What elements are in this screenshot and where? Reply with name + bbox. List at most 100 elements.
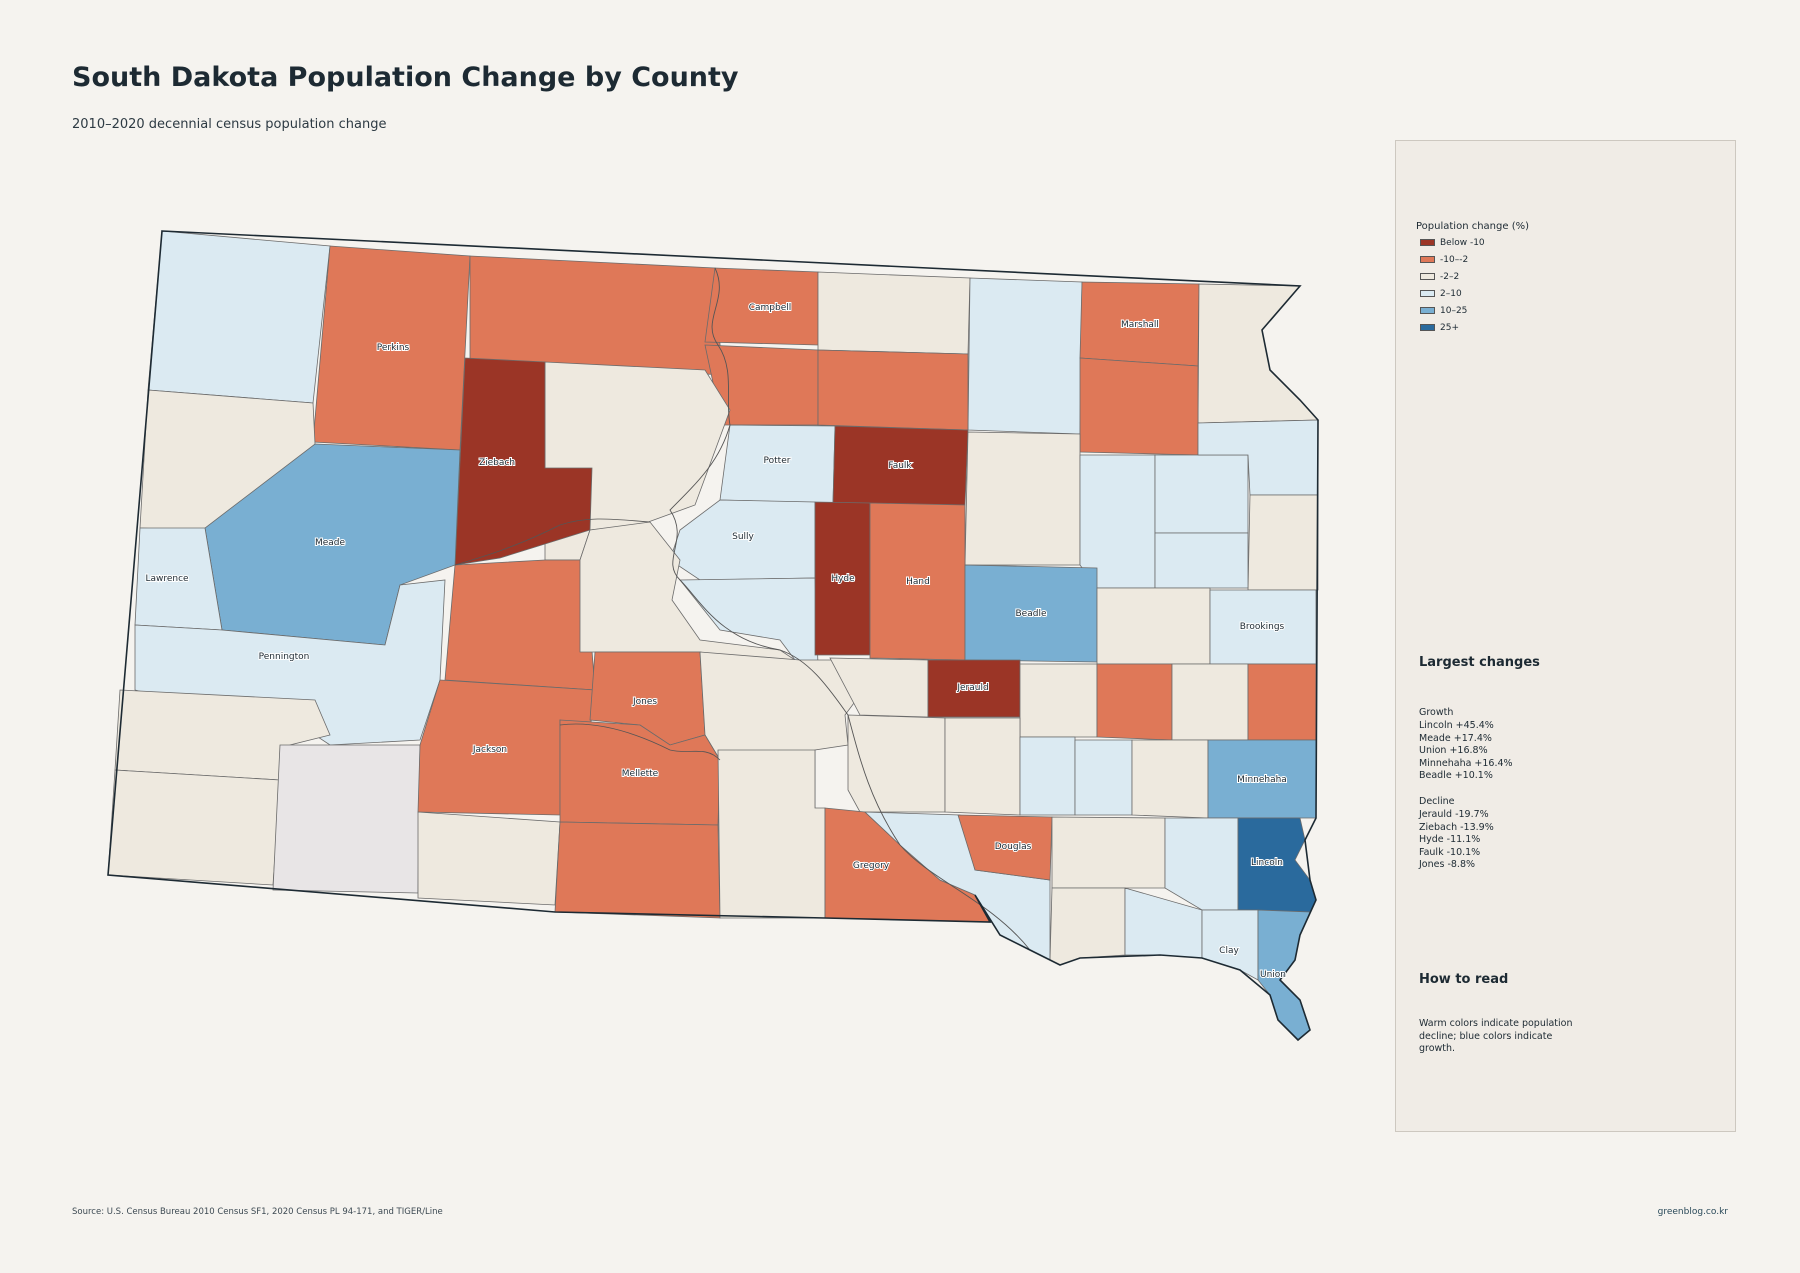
- decline-item: Jerauld -19.7%: [1419, 809, 1489, 820]
- county-hamlin[interactable]: [1154, 532, 1249, 589]
- decline-item: Jones -8.8%: [1419, 859, 1476, 871]
- how-to-read-line: decline; blue colors indicate: [1419, 1030, 1553, 1042]
- county-aurora[interactable]: [944, 717, 1021, 816]
- county-davison[interactable]: [1019, 736, 1076, 816]
- source-note: Source: U.S. Census Bureau 2010 Census S…: [72, 1207, 443, 1217]
- county-corson[interactable]: [469, 255, 723, 376]
- county-kingsbury[interactable]: [1096, 587, 1211, 665]
- decline-list: Jerauld -19.7% Ziebach -13.9% Hyde -11.1…: [1419, 809, 1494, 872]
- legend-swatch: [1420, 256, 1435, 263]
- county-todd[interactable]: [554, 821, 721, 919]
- county-haakon[interactable]: [444, 559, 596, 691]
- legend-item: 10–25: [1420, 306, 1468, 316]
- legend-swatch: [1420, 324, 1435, 331]
- county-edmunds[interactable]: [817, 349, 969, 431]
- label-marshall: Marshall: [1121, 320, 1159, 330]
- county-mcpherson[interactable]: [817, 271, 971, 355]
- decline-item: Ziebach -13.9%: [1419, 821, 1494, 833]
- county-clay[interactable]: [1201, 909, 1259, 981]
- label-perkins: Perkins: [377, 343, 410, 353]
- county-bennett[interactable]: [417, 811, 561, 906]
- how-to-read-title: How to read: [1419, 972, 1509, 987]
- county-hanson[interactable]: [1074, 739, 1133, 816]
- label-lincoln: Lincoln: [1251, 858, 1283, 868]
- county-fall-river[interactable]: [107, 769, 281, 886]
- label-clay: Clay: [1219, 946, 1239, 956]
- missouri-river: [669, 267, 1031, 951]
- decline-item: Hyde -11.1%: [1419, 834, 1481, 846]
- county-douglas[interactable]: [957, 814, 1053, 881]
- label-jerauld: Jerauld: [956, 683, 988, 693]
- legend-title: Population change (%): [1416, 221, 1530, 232]
- county-spink[interactable]: [964, 431, 1081, 566]
- county-hutchinson[interactable]: [1051, 816, 1166, 889]
- label-campbell: Campbell: [749, 303, 792, 313]
- label-gregory: Gregory: [853, 861, 890, 871]
- county-bon-homme[interactable]: [1049, 887, 1126, 966]
- legend-item: -10–-2: [1420, 255, 1469, 265]
- county-day[interactable]: [1079, 357, 1199, 456]
- growth-heading: Growth: [1419, 707, 1454, 718]
- legend-item: 2–10: [1420, 289, 1462, 299]
- legend-swatch: [1420, 290, 1435, 297]
- growth-item: Union +16.8%: [1419, 745, 1488, 757]
- legend-label: Below -10: [1440, 238, 1485, 248]
- growth-item: Minnehaha +16.4%: [1419, 757, 1513, 769]
- state-outline: [107, 230, 1319, 1042]
- label-beadle: Beadle: [1016, 609, 1047, 619]
- side-panel: Population change (%) Below -10 -10–-2 -2–…: [1395, 140, 1736, 1132]
- label-hand: Hand: [906, 577, 930, 587]
- legend-swatch: [1420, 273, 1435, 280]
- growth-item: Beadle +10.1%: [1419, 770, 1493, 782]
- legend-label: -2–2: [1440, 272, 1460, 282]
- how-to-read-line: growth.: [1419, 1043, 1456, 1055]
- how-to-read-text: Warm colors indicate population decline;…: [1419, 1018, 1573, 1056]
- county-codington[interactable]: [1154, 454, 1249, 534]
- label-faulk: Faulk: [888, 461, 912, 471]
- decline-heading: Decline: [1419, 796, 1455, 807]
- legend-label: 10–25: [1440, 306, 1468, 316]
- county-brown[interactable]: [967, 277, 1083, 435]
- growth-list: Lincoln +45.4% Meade +17.4% Union +16.8%…: [1419, 720, 1513, 783]
- county-sanborn[interactable]: [1019, 663, 1098, 738]
- county-deuel[interactable]: [1247, 494, 1319, 591]
- county-moody[interactable]: [1247, 663, 1317, 741]
- legend-label: -10–-2: [1440, 255, 1469, 265]
- label-minnehaha: Minnehaha: [1237, 775, 1287, 785]
- county-ziebach[interactable]: [454, 357, 593, 566]
- label-jackson: Jackson: [472, 745, 507, 755]
- largest-changes-title: Largest changes: [1419, 655, 1540, 670]
- how-to-read-line: Warm colors indicate population: [1419, 1018, 1573, 1029]
- legend-item: Below -10: [1420, 238, 1485, 248]
- label-lawrence: Lawrence: [145, 574, 189, 584]
- legend-item: 25+: [1420, 323, 1459, 333]
- label-hyde: Hyde: [831, 574, 855, 584]
- county-mccook[interactable]: [1131, 739, 1209, 819]
- legend-label: 2–10: [1440, 289, 1462, 299]
- page-title: South Dakota Population Change by County: [72, 62, 739, 93]
- county-stanley[interactable]: [579, 521, 796, 666]
- credit-link[interactable]: greenblog.co.kr: [1657, 1207, 1728, 1217]
- county-tripp[interactable]: [717, 749, 826, 919]
- county-lake[interactable]: [1171, 663, 1249, 741]
- label-jones: Jones: [632, 697, 657, 707]
- label-potter: Potter: [764, 456, 791, 466]
- growth-item: Lincoln +45.4%: [1419, 720, 1494, 731]
- legend-label: 25+: [1440, 323, 1459, 333]
- decline-item: Faulk -10.1%: [1419, 846, 1481, 858]
- label-mellette: Mellette: [622, 769, 659, 779]
- label-brookings: Brookings: [1240, 622, 1285, 632]
- label-meade: Meade: [315, 538, 346, 548]
- county-map: Campbell Marshall Perkins Ziebach Potter…: [107, 230, 1319, 1042]
- county-harding[interactable]: [147, 230, 331, 404]
- legend-swatch: [1420, 307, 1435, 314]
- county-turner[interactable]: [1164, 817, 1239, 911]
- legend-swatch: [1420, 239, 1435, 246]
- label-union: Union: [1260, 970, 1286, 980]
- label-pennington: Pennington: [259, 652, 310, 662]
- county-miner[interactable]: [1096, 663, 1173, 741]
- page-subtitle: 2010–2020 decennial census population ch…: [72, 117, 387, 132]
- county-oglala-lakota[interactable]: [272, 744, 421, 894]
- county-roberts[interactable]: [1197, 283, 1319, 424]
- county-brule[interactable]: [847, 714, 946, 813]
